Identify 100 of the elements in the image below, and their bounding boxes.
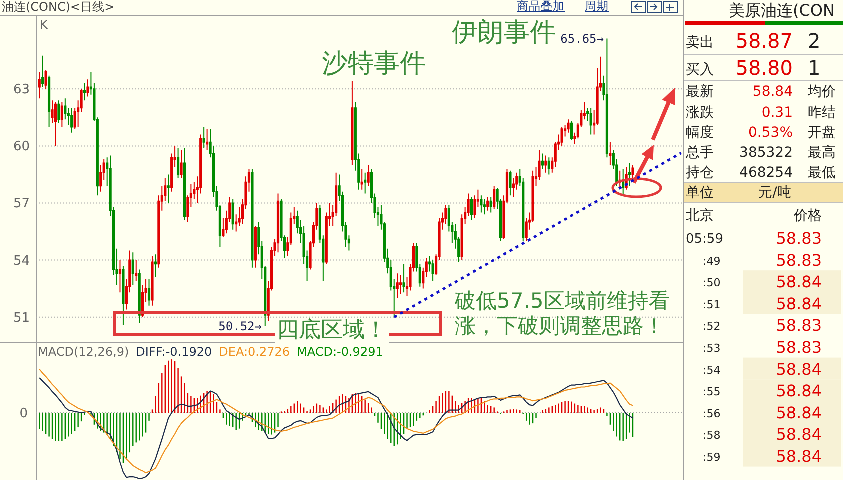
candlestick bbox=[544, 155, 548, 174]
text: 最新 bbox=[686, 84, 714, 100]
text: 1 bbox=[808, 56, 821, 80]
text: 周期 bbox=[585, 0, 609, 13]
y-tick-label: :59 bbox=[703, 451, 721, 464]
data-label: 58.83 bbox=[776, 316, 822, 336]
candlestick bbox=[42, 55, 44, 88]
candlestick bbox=[276, 193, 280, 254]
text: DIFF:-0.1920 bbox=[136, 345, 212, 359]
text: 385322 bbox=[740, 145, 793, 161]
y-tick-label: :58 bbox=[703, 429, 721, 442]
candlestick bbox=[176, 148, 180, 180]
chart-title: MACD(12,26,9) bbox=[38, 345, 130, 359]
candlestick bbox=[490, 197, 492, 214]
candlestick bbox=[367, 164, 370, 187]
candlestick bbox=[151, 256, 154, 306]
y-tick-label: :54 bbox=[703, 364, 721, 377]
text: 总手 bbox=[685, 145, 714, 161]
candlestick bbox=[622, 168, 625, 196]
candlestick bbox=[232, 198, 234, 230]
text: 最高 bbox=[808, 145, 836, 161]
data-label: 58.84 bbox=[776, 403, 822, 422]
y-tick-label: :52 bbox=[703, 320, 721, 334]
text: 0.53% bbox=[748, 125, 793, 141]
candlestick bbox=[486, 197, 490, 212]
y-tick-label: :51 bbox=[703, 298, 721, 312]
candlestick bbox=[548, 157, 550, 176]
text: 买入 bbox=[686, 62, 714, 78]
candlestick bbox=[432, 260, 434, 282]
candlestick bbox=[470, 197, 474, 221]
y-tick-label: 05:59 bbox=[686, 232, 724, 247]
candlestick bbox=[122, 265, 125, 326]
candlestick bbox=[364, 172, 367, 194]
candlestick bbox=[400, 275, 402, 296]
annotation: 伊朗事件 bbox=[452, 18, 556, 48]
y-axis-title: 北京 bbox=[686, 208, 714, 224]
candlestick bbox=[167, 174, 170, 204]
y-tick-label: :55 bbox=[703, 386, 721, 399]
data-label: 58.84 bbox=[776, 294, 822, 314]
text: 468254 bbox=[740, 165, 794, 181]
annotation: K bbox=[40, 18, 49, 32]
candlestick bbox=[483, 198, 486, 216]
candlestick bbox=[206, 128, 209, 150]
candlestick bbox=[86, 79, 90, 98]
candlestick bbox=[493, 186, 496, 210]
candlestick bbox=[590, 108, 592, 136]
text: 58.80 bbox=[736, 56, 793, 80]
chart-title: 油连(CONC)<日线> bbox=[2, 0, 115, 14]
text: 幅度 bbox=[686, 125, 714, 141]
candlestick bbox=[148, 278, 151, 306]
candlestick bbox=[135, 260, 138, 282]
text: 单位 bbox=[686, 185, 714, 201]
data-label: 58.84 bbox=[776, 382, 822, 401]
x-tick-label: 价格 bbox=[793, 208, 822, 224]
candlestick bbox=[202, 126, 206, 149]
data-label: 58.83 bbox=[776, 250, 822, 270]
candlestick bbox=[48, 75, 51, 128]
candlestick bbox=[254, 226, 257, 268]
candlestick bbox=[44, 70, 48, 90]
candlestick bbox=[567, 119, 570, 134]
y-tick-label: :56 bbox=[703, 407, 721, 420]
text: 持仓 bbox=[686, 165, 714, 181]
candlestick bbox=[628, 162, 632, 187]
y-tick-label: 63 bbox=[13, 82, 30, 98]
text: 0.31 bbox=[762, 105, 793, 121]
y-tick-label: 60 bbox=[13, 140, 30, 155]
text: 0 bbox=[20, 406, 28, 422]
text: 涨跌 bbox=[686, 105, 714, 121]
y-tick-label: :49 bbox=[703, 254, 721, 268]
candlestick bbox=[480, 195, 483, 214]
candlestick bbox=[509, 170, 512, 196]
text: 2 bbox=[808, 29, 821, 53]
candlestick bbox=[54, 102, 58, 147]
candlestick bbox=[83, 82, 86, 102]
text: 商品叠加 bbox=[517, 0, 565, 13]
text: 均价 bbox=[807, 84, 836, 100]
candlestick bbox=[396, 273, 399, 299]
annotation: 50.52→ bbox=[218, 320, 262, 334]
text: 元/吨 bbox=[758, 185, 792, 201]
data-label: 58.83 bbox=[776, 229, 822, 248]
annotation: 65.65→ bbox=[560, 32, 604, 46]
candlestick bbox=[38, 72, 41, 100]
data-label: 58.84 bbox=[776, 425, 822, 444]
text: 美原油连(CON bbox=[729, 1, 835, 20]
candlestick bbox=[60, 102, 64, 128]
candlestick bbox=[138, 269, 141, 324]
data-label: 58.84 bbox=[776, 447, 822, 466]
candlestick bbox=[570, 120, 574, 141]
y-tick-label: :50 bbox=[703, 276, 721, 290]
text: MACD:-0.9291 bbox=[297, 345, 384, 359]
candlestick bbox=[251, 168, 254, 268]
candlestick bbox=[402, 264, 406, 294]
text: 58.87 bbox=[736, 29, 793, 53]
y-tick-label: :53 bbox=[703, 342, 721, 355]
data-label: 58.83 bbox=[776, 338, 822, 357]
candlestick bbox=[351, 81, 354, 166]
text: DEA:0.2726 bbox=[219, 345, 290, 359]
candlestick bbox=[560, 126, 564, 147]
annotation: 沙特事件 bbox=[322, 49, 426, 79]
candlestick bbox=[58, 100, 60, 124]
